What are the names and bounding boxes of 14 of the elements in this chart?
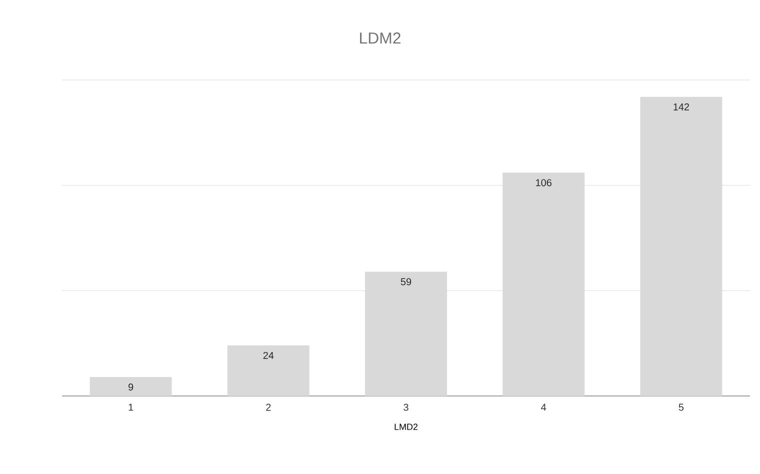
x-tick-label: 1: [128, 404, 134, 411]
data-label: 24: [263, 352, 274, 359]
x-tick-label: 3: [404, 404, 408, 411]
x-tick-label: 5: [678, 404, 684, 411]
x-tick-label: 2: [266, 404, 271, 411]
bar: [227, 345, 310, 396]
bar: [90, 377, 172, 396]
x-axis-title: LMD2: [394, 424, 418, 430]
data-label: 9: [128, 384, 134, 391]
x-tick-label: 4: [541, 404, 546, 411]
data-label: 142: [674, 103, 690, 110]
chart-title: LDM2: [360, 32, 400, 44]
data-label: 106: [536, 179, 552, 186]
data-label: 59: [400, 278, 412, 286]
